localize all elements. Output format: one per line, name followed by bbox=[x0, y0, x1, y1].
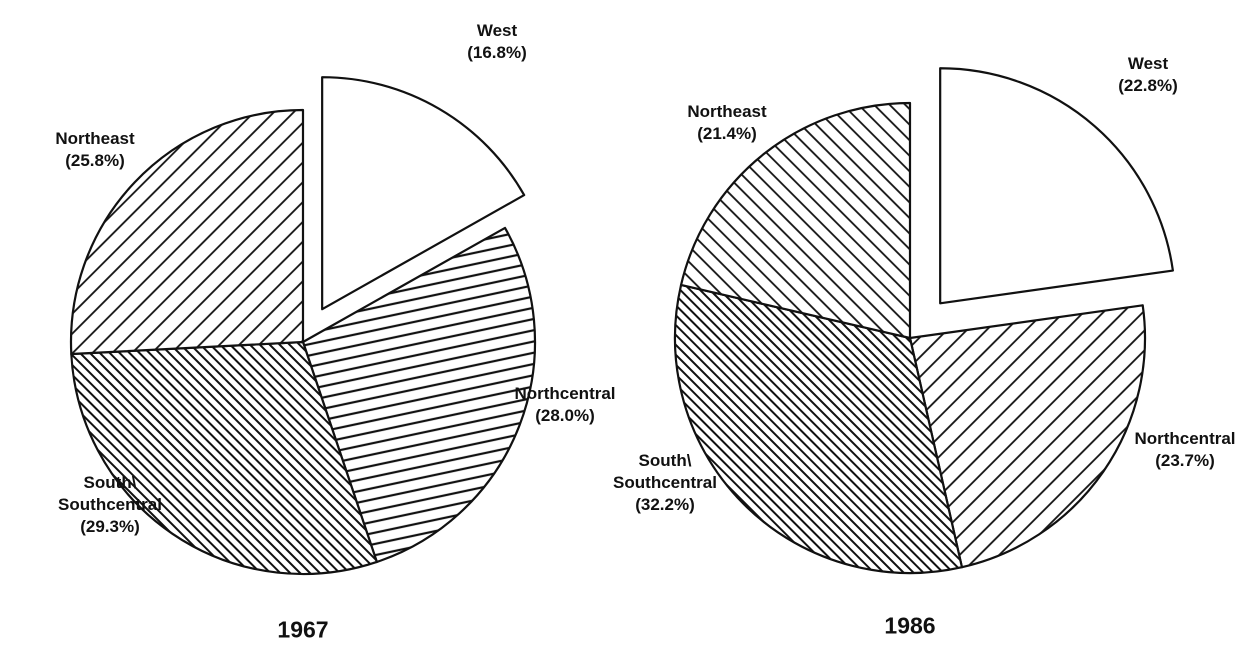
value-label: (16.8%) bbox=[467, 43, 527, 62]
category-label: Northeast bbox=[687, 101, 767, 121]
value-label: (23.7%) bbox=[1155, 451, 1215, 470]
pie-slice bbox=[908, 304, 1147, 569]
slice-label: Northcentral (28.0%) bbox=[500, 383, 630, 427]
pie-slice bbox=[321, 76, 526, 311]
pie-slice bbox=[69, 108, 305, 356]
value-label: (28.0%) bbox=[535, 406, 595, 425]
pie-slice bbox=[939, 67, 1174, 305]
category-label: South\ Southcentral bbox=[613, 450, 717, 492]
value-label: (21.4%) bbox=[697, 124, 757, 143]
pie-slice bbox=[70, 340, 378, 576]
category-label: West bbox=[476, 20, 518, 40]
category-label: Northcentral bbox=[514, 383, 616, 403]
chart-title: 1986 bbox=[884, 612, 936, 639]
slice-label: West (16.8%) bbox=[432, 20, 562, 64]
slice-label: Northeast (21.4%) bbox=[662, 101, 792, 145]
pie-slice bbox=[301, 226, 537, 564]
slice-label: Northeast (25.8%) bbox=[30, 128, 160, 172]
slice-label: Northcentral (23.7%) bbox=[1120, 428, 1250, 472]
category-label: Northcentral bbox=[1134, 428, 1236, 448]
category-label: South\ Southcentral bbox=[58, 472, 162, 514]
value-label: (25.8%) bbox=[65, 151, 125, 170]
category-label: Northeast bbox=[55, 128, 135, 148]
pie-slice bbox=[679, 101, 912, 340]
value-label: (29.3%) bbox=[80, 517, 140, 537]
pie-slice bbox=[673, 283, 964, 575]
slice-label: South\ Southcentral (32.2%) bbox=[600, 450, 730, 516]
category-label: West bbox=[1127, 53, 1169, 73]
value-label: (32.2%) bbox=[635, 495, 695, 515]
slice-label: South\ Southcentral (29.3%) bbox=[45, 472, 175, 538]
slice-label: West (22.8%) bbox=[1083, 53, 1213, 97]
chart-title: 1967 bbox=[277, 616, 329, 643]
value-label: (22.8%) bbox=[1118, 76, 1178, 95]
